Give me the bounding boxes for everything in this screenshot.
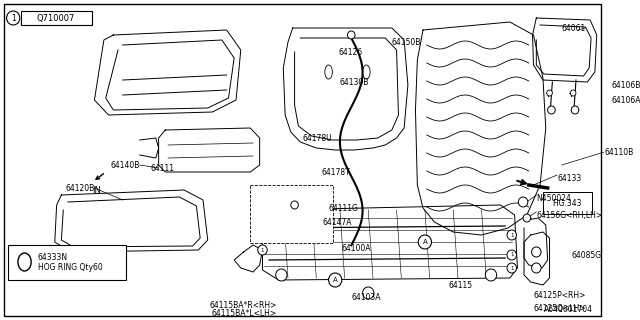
Text: 64115: 64115 [449, 281, 472, 290]
Circle shape [507, 263, 516, 273]
Circle shape [276, 269, 287, 281]
Text: 64150B: 64150B [392, 37, 421, 46]
Circle shape [419, 235, 431, 249]
Text: 64147A: 64147A [323, 218, 353, 227]
Text: 64061: 64061 [561, 23, 586, 33]
Text: 1: 1 [510, 252, 513, 258]
Text: 64178T: 64178T [321, 167, 350, 177]
Text: 64110B: 64110B [604, 148, 634, 156]
Text: 64178U: 64178U [302, 133, 332, 142]
Text: 64130B: 64130B [340, 77, 369, 86]
Text: 64106B: 64106B [612, 81, 640, 90]
Circle shape [570, 90, 576, 96]
Text: 64133: 64133 [557, 173, 581, 182]
Bar [8, 245, 125, 280]
Circle shape [507, 250, 516, 260]
Text: A: A [422, 239, 428, 245]
Circle shape [258, 245, 268, 255]
Text: 64085G: 64085G [572, 252, 602, 260]
Text: 64333N: 64333N [38, 252, 68, 261]
Text: HOG RING Qty60: HOG RING Qty60 [38, 263, 102, 273]
Bar [250, 185, 333, 243]
Circle shape [291, 201, 298, 209]
Circle shape [348, 31, 355, 39]
Text: 64100A: 64100A [342, 244, 371, 252]
Ellipse shape [18, 253, 31, 271]
Text: 64106A: 64106A [612, 95, 640, 105]
Circle shape [485, 269, 497, 281]
Circle shape [572, 106, 579, 114]
Text: FIG.343: FIG.343 [553, 198, 582, 207]
Text: A: A [333, 277, 337, 283]
Bar [543, 192, 592, 214]
Text: 64120B: 64120B [65, 183, 95, 193]
Text: 1: 1 [11, 13, 15, 22]
Text: 64103A: 64103A [351, 293, 381, 302]
Text: 64111G: 64111G [328, 204, 358, 212]
Circle shape [523, 214, 531, 222]
Circle shape [547, 90, 552, 96]
Text: 64126: 64126 [338, 47, 362, 57]
Text: 64115BA*L<LH>: 64115BA*L<LH> [211, 308, 276, 317]
Circle shape [507, 230, 516, 240]
Ellipse shape [363, 65, 370, 79]
Text: 64156G<RH,LH>: 64156G<RH,LH> [536, 211, 602, 220]
Circle shape [532, 263, 541, 273]
Text: IN: IN [92, 186, 100, 195]
Text: 1: 1 [260, 247, 264, 252]
Text: N450024: N450024 [536, 194, 571, 203]
Text: 64140B: 64140B [110, 161, 140, 170]
Circle shape [328, 273, 342, 287]
Text: 64115BA*R<RH>: 64115BA*R<RH> [210, 300, 277, 309]
Text: Q710007: Q710007 [36, 13, 75, 22]
Text: 1: 1 [510, 233, 513, 237]
Circle shape [548, 106, 556, 114]
Text: 64125P<RH>: 64125P<RH> [534, 291, 586, 300]
Text: 1: 1 [510, 266, 513, 270]
Circle shape [518, 197, 528, 207]
Circle shape [532, 247, 541, 257]
Circle shape [363, 287, 374, 299]
Text: 64125Q<LH>: 64125Q<LH> [534, 303, 586, 313]
Bar [20, 11, 92, 25]
Circle shape [6, 11, 20, 25]
Ellipse shape [325, 65, 332, 79]
Text: A640001704: A640001704 [544, 306, 593, 315]
Text: 64111: 64111 [150, 164, 175, 172]
